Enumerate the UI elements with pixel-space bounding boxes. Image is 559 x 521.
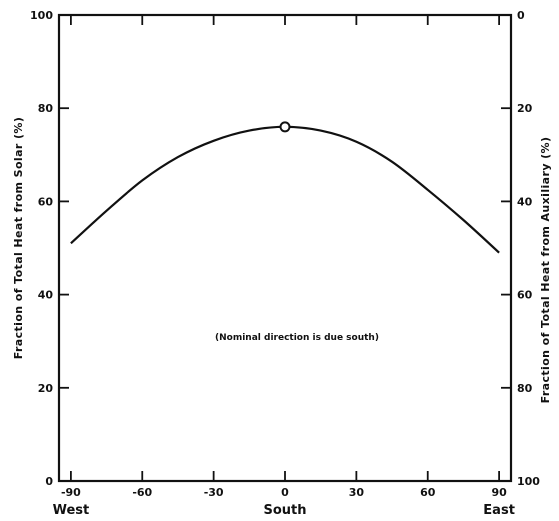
direction-label: South bbox=[263, 503, 306, 518]
y-tick-label: 40 bbox=[38, 289, 54, 302]
y2-tick-label: 20 bbox=[517, 102, 533, 115]
y-axis-title: Fraction of Total Heat from Solar (%) bbox=[12, 117, 25, 360]
axis-ticks bbox=[59, 14, 511, 482]
x-tick-label: 90 bbox=[491, 486, 507, 499]
x-tick-label: -90 bbox=[61, 486, 81, 499]
y2-tick-label: 100 bbox=[517, 475, 540, 488]
y2-tick-label: 0 bbox=[517, 9, 525, 22]
y2-axis-title: Fraction of Total Heat from Auxiliary (%… bbox=[539, 137, 552, 404]
tick-labels: -90 -60 -30 0 30 60 90 0 20 40 60 80 100 100 80 60 40 20 0… bbox=[30, 9, 540, 518]
y2-tick-label: 80 bbox=[517, 382, 533, 395]
y2-tick-label: 40 bbox=[517, 195, 533, 208]
direction-label: East bbox=[483, 503, 515, 518]
y-tick-label: 100 bbox=[30, 9, 53, 22]
plot-frame bbox=[57, 13, 513, 483]
x-tick-label: 0 bbox=[281, 486, 289, 499]
chart-annotation: (Nominal direction is due south) bbox=[215, 333, 379, 343]
series-line bbox=[70, 125, 500, 254]
y-tick-label: 20 bbox=[38, 382, 54, 395]
y-tick-label: 0 bbox=[45, 475, 53, 488]
nominal-point-marker bbox=[279, 121, 291, 133]
x-tick-label: 60 bbox=[420, 486, 436, 499]
x-tick-label: -60 bbox=[132, 486, 152, 499]
y-tick-label: 80 bbox=[38, 102, 54, 115]
y2-tick-label: 60 bbox=[517, 289, 533, 302]
plot-axes bbox=[57, 13, 513, 483]
x-tick-label: 30 bbox=[349, 486, 365, 499]
x-tick-label: -30 bbox=[204, 486, 224, 499]
series-layer bbox=[70, 121, 500, 254]
direction-label: West bbox=[53, 503, 90, 518]
y-tick-label: 60 bbox=[38, 195, 54, 208]
